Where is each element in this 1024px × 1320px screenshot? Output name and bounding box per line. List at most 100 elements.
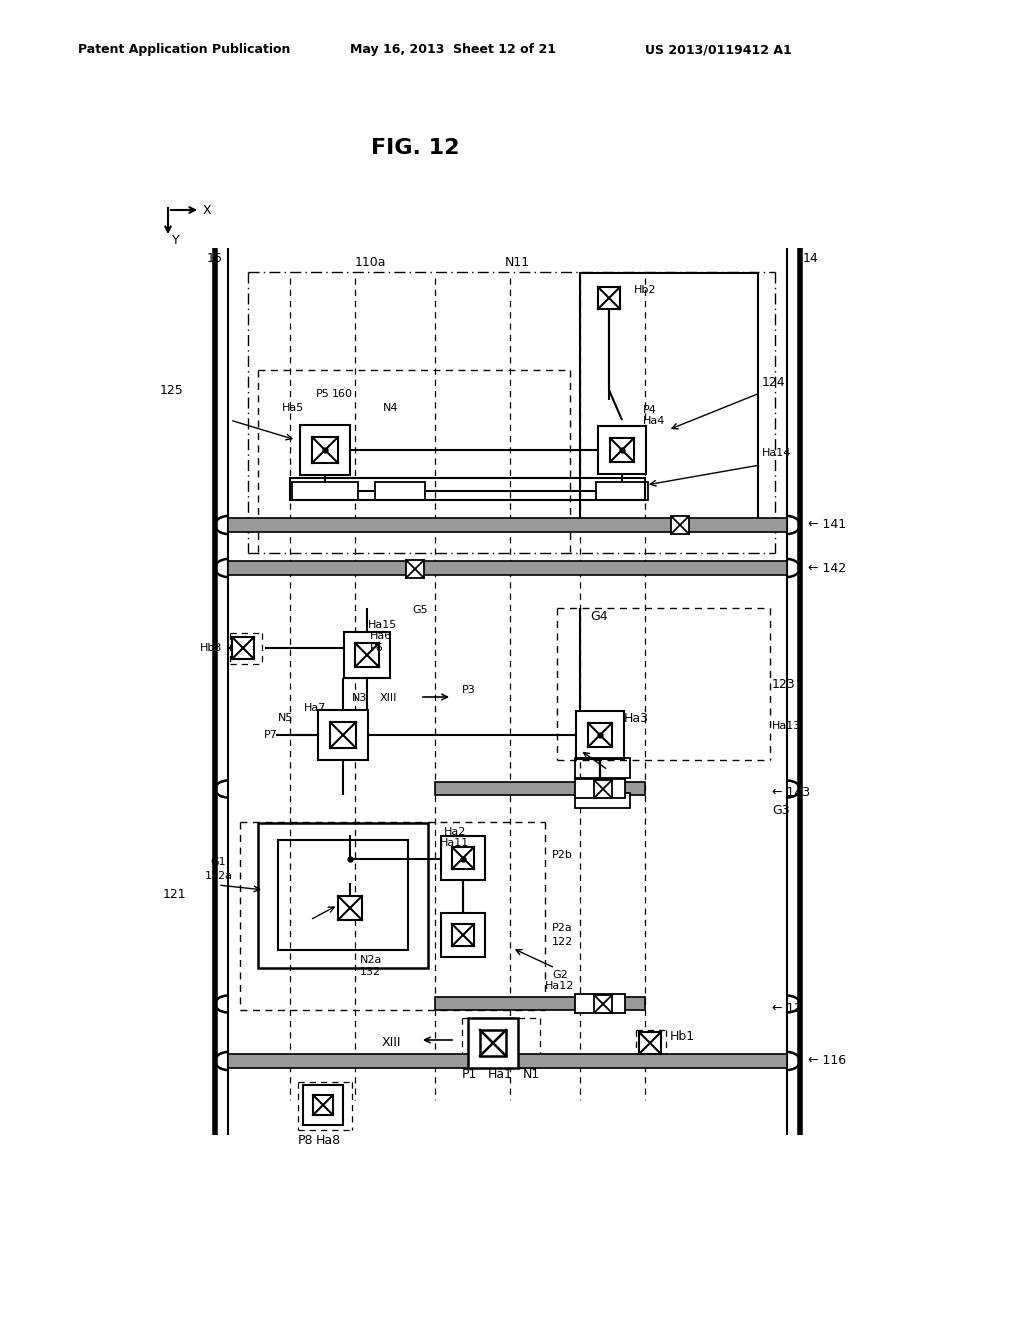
Text: 121: 121 [163,888,186,902]
Text: G3: G3 [772,804,790,817]
Text: 132a: 132a [205,871,233,880]
Text: Ha1: Ha1 [488,1068,513,1081]
Bar [338,896,362,920]
Bar [594,780,612,799]
Bar [228,517,787,532]
Text: Hb2: Hb2 [634,285,656,294]
Bar [406,560,424,578]
Bar [596,482,648,500]
Bar [480,1030,506,1056]
Bar [610,438,634,462]
Text: N2a: N2a [360,954,382,965]
Text: N3: N3 [352,693,368,704]
Text: P3: P3 [462,685,476,696]
Bar [588,723,612,747]
Bar [330,722,356,748]
Text: G4: G4 [590,610,607,623]
Text: US 2013/0119412 A1: US 2013/0119412 A1 [645,44,792,57]
Text: G2: G2 [552,970,567,979]
Text: P5: P5 [316,389,330,399]
Text: 123: 123 [772,678,796,692]
Text: ← 116: ← 116 [808,1055,846,1068]
Bar [452,847,474,869]
Bar [468,1018,518,1068]
Bar [598,286,620,309]
Bar [318,710,368,760]
Bar [375,482,425,500]
Bar [575,711,624,759]
Text: 160: 160 [332,389,353,399]
Text: ← 142: ← 142 [808,561,846,574]
Text: 110a: 110a [355,256,386,269]
Text: 125: 125 [160,384,183,396]
Bar [292,482,358,500]
Text: May 16, 2013  Sheet 12 of 21: May 16, 2013 Sheet 12 of 21 [350,44,556,57]
Bar [303,1085,343,1125]
Text: Ha11: Ha11 [440,838,469,847]
Bar [290,478,645,500]
Text: 14: 14 [803,252,819,264]
Text: Hb3: Hb3 [200,643,222,653]
Text: P4: P4 [643,405,656,414]
Bar [452,924,474,946]
Text: Ha14: Ha14 [762,447,792,458]
Bar [355,643,379,667]
Text: X: X [203,203,212,216]
Text: XIII: XIII [380,693,397,704]
Bar [312,437,338,463]
Text: Ha2: Ha2 [444,828,466,837]
Text: FIG. 12: FIG. 12 [371,139,459,158]
Text: ← 12: ← 12 [772,1002,802,1015]
Text: ← 141: ← 141 [808,519,846,532]
Text: Patent Application Publication: Patent Application Publication [78,44,291,57]
Text: P6: P6 [370,643,384,653]
Text: G5: G5 [412,605,428,615]
Bar [435,781,645,795]
Bar [671,516,689,535]
Text: Ha3: Ha3 [624,711,649,725]
Text: ← 143: ← 143 [772,787,810,800]
Text: 132: 132 [360,968,381,977]
Text: XIII: XIII [382,1036,401,1049]
Text: Hb1: Hb1 [670,1031,695,1044]
Bar [575,994,625,1012]
Bar [435,997,645,1010]
Text: P8: P8 [298,1134,313,1147]
Text: Ha5: Ha5 [282,403,304,413]
Text: Ha12: Ha12 [545,981,574,991]
Bar [594,995,612,1012]
Bar [344,632,390,678]
Bar [575,758,630,777]
Text: G1: G1 [210,857,225,867]
Text: Ha15: Ha15 [368,620,397,630]
Text: N5: N5 [278,713,293,723]
Text: N11: N11 [505,256,530,269]
Text: Ha4: Ha4 [643,416,666,426]
Text: 122: 122 [552,937,573,946]
Text: P2a: P2a [552,923,572,933]
Text: P1: P1 [462,1068,477,1081]
Bar [598,426,646,474]
Text: Ha8: Ha8 [316,1134,341,1147]
Bar [232,638,254,659]
Bar [313,1096,333,1115]
Text: Ha7: Ha7 [304,704,327,713]
Text: N1: N1 [523,1068,541,1081]
Text: Y: Y [172,235,179,248]
Text: Ha13: Ha13 [772,721,801,731]
Text: 16: 16 [207,252,223,264]
Text: P2b: P2b [552,850,572,861]
Text: P7: P7 [264,730,278,741]
Bar [228,1053,787,1068]
Bar [575,793,630,808]
Bar [580,273,758,525]
Text: N4: N4 [383,403,398,413]
Text: 124: 124 [762,376,785,389]
Bar [228,561,787,576]
Bar [639,1032,662,1053]
Bar [278,840,408,950]
Bar [575,779,625,799]
Text: Ha6: Ha6 [370,631,392,642]
Bar [300,425,350,475]
Bar [258,822,428,968]
